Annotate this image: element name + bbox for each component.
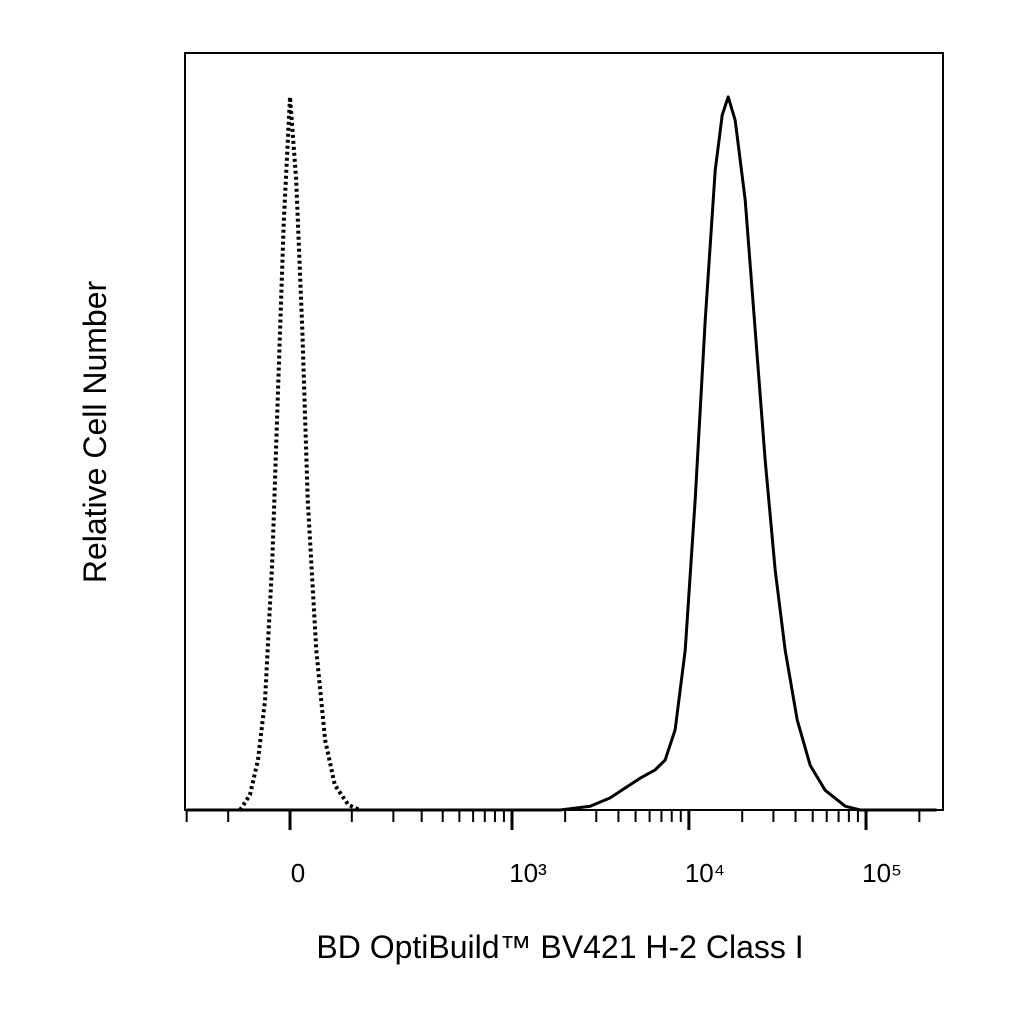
plot-frame — [184, 52, 944, 811]
y-axis-title: Relative Cell Number — [77, 280, 113, 583]
x-tick-label: 0 — [291, 858, 305, 888]
x-axis-title: BD OptiBuild™ BV421 H-2 Class I — [316, 929, 803, 965]
histogram-line — [238, 94, 361, 812]
x-tick-label: 10³ — [509, 858, 547, 888]
histogram-line — [186, 95, 937, 812]
x-tick-label: 10⁴ — [685, 858, 725, 888]
x-tick-label: 10⁵ — [862, 858, 902, 888]
